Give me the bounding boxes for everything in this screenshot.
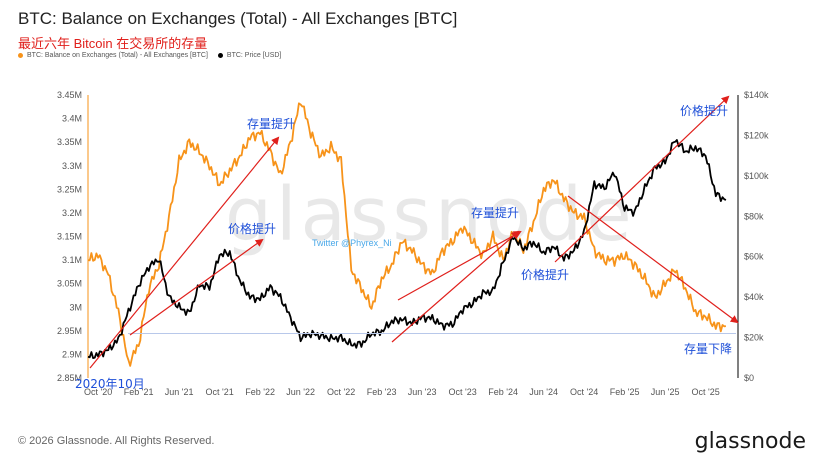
twitter-watermark: Twitter @Phyrex_Ni: [312, 238, 392, 248]
legend-dot-balance: [18, 53, 23, 58]
y-right-tick-label: $140k: [744, 90, 769, 100]
x-tick-label: Feb '25: [610, 387, 640, 397]
x-tick-label: Jun '24: [529, 387, 558, 397]
series-line-balance: [87, 102, 727, 367]
annotation-label: 存量下降: [684, 342, 732, 356]
y-right-tick-label: $20k: [744, 333, 764, 343]
x-tick-label: Feb '21: [124, 387, 154, 397]
y-left-tick-label: 3.4M: [62, 114, 82, 124]
annotation-label: 价格提升: [521, 267, 569, 282]
x-tick-label: Feb '24: [488, 387, 518, 397]
y-left-tick-label: 3.05M: [57, 279, 82, 289]
legend: BTC: Balance on Exchanges (Total) - All …: [18, 52, 281, 59]
y-left-tick-label: 3.2M: [62, 208, 82, 218]
annotation-label: 价格提升: [228, 221, 276, 236]
annotation-label: 价格提升: [680, 103, 728, 118]
watermark: glassnode: [225, 172, 636, 258]
y-right-tick-label: $80k: [744, 211, 764, 221]
x-tick-label: Jun '22: [286, 387, 315, 397]
x-tick-label: Oct '24: [570, 387, 598, 397]
legend-dot-price: [217, 53, 223, 58]
x-tick-label: Jun '21: [165, 387, 194, 397]
y-left-tick-label: 3M: [69, 302, 82, 312]
series-line-price: [87, 139, 727, 359]
x-tick-label: Feb '22: [245, 387, 275, 397]
y-left-tick-label: 3.3M: [62, 161, 82, 171]
trend-arrow: [391, 230, 520, 343]
y-right-tick-label: $60k: [744, 252, 764, 262]
y-left-tick-label: 3.45M: [57, 90, 82, 100]
legend-item-balance[interactable]: BTC: Balance on Exchanges (Total) - All …: [18, 52, 208, 59]
y-right-tick-label: $40k: [744, 292, 764, 302]
x-tick-label: Oct '25: [692, 387, 720, 397]
x-tick-label: Jun '23: [408, 387, 437, 397]
annotation-label: 存量提升: [471, 205, 519, 220]
y-left-tick-label: 2.85M: [57, 373, 82, 383]
trend-arrow: [89, 136, 280, 369]
legend-label-balance: BTC: Balance on Exchanges (Total) - All …: [27, 52, 208, 59]
y-left-tick-label: 3.15M: [57, 232, 82, 242]
x-tick-label: Jun '25: [651, 387, 680, 397]
copyright: © 2026 Glassnode. All Rights Reserved.: [18, 435, 215, 447]
x-tick-label: Oct '22: [327, 387, 355, 397]
y-left-tick-label: 3.35M: [57, 137, 82, 147]
chart-subtitle: 最近六年 Bitcoin 在交易所的存量: [18, 36, 208, 51]
x-tick-label: Oct '23: [449, 387, 477, 397]
y-left-tick-label: 2.9M: [62, 349, 82, 359]
x-tick-label: Oct '21: [206, 387, 234, 397]
trend-arrow: [129, 238, 264, 336]
trend-arrow: [397, 231, 522, 301]
chart-title: BTC: Balance on Exchanges (Total) - All …: [18, 9, 458, 28]
y-left-tick-label: 2.95M: [57, 326, 82, 336]
trend-arrow: [567, 195, 739, 324]
legend-label-price: BTC: Price [USD]: [226, 52, 282, 59]
glassnode-logo: glassnode: [694, 429, 806, 454]
x-tick-label: Oct '20: [84, 387, 112, 397]
y-right-tick-label: $120k: [744, 130, 769, 140]
trend-arrow: [554, 95, 730, 263]
x-tick-label: Feb '23: [367, 387, 397, 397]
annotation-label: 2020年10月: [75, 377, 145, 391]
y-right-tick-label: $100k: [744, 171, 769, 181]
annotation-label: 存量提升: [247, 116, 295, 131]
legend-item-price[interactable]: BTC: Price [USD]: [217, 52, 282, 59]
y-left-tick-label: 3.25M: [57, 184, 82, 194]
y-left-tick-label: 3.1M: [62, 255, 82, 265]
y-right-tick-label: $0: [744, 373, 754, 383]
